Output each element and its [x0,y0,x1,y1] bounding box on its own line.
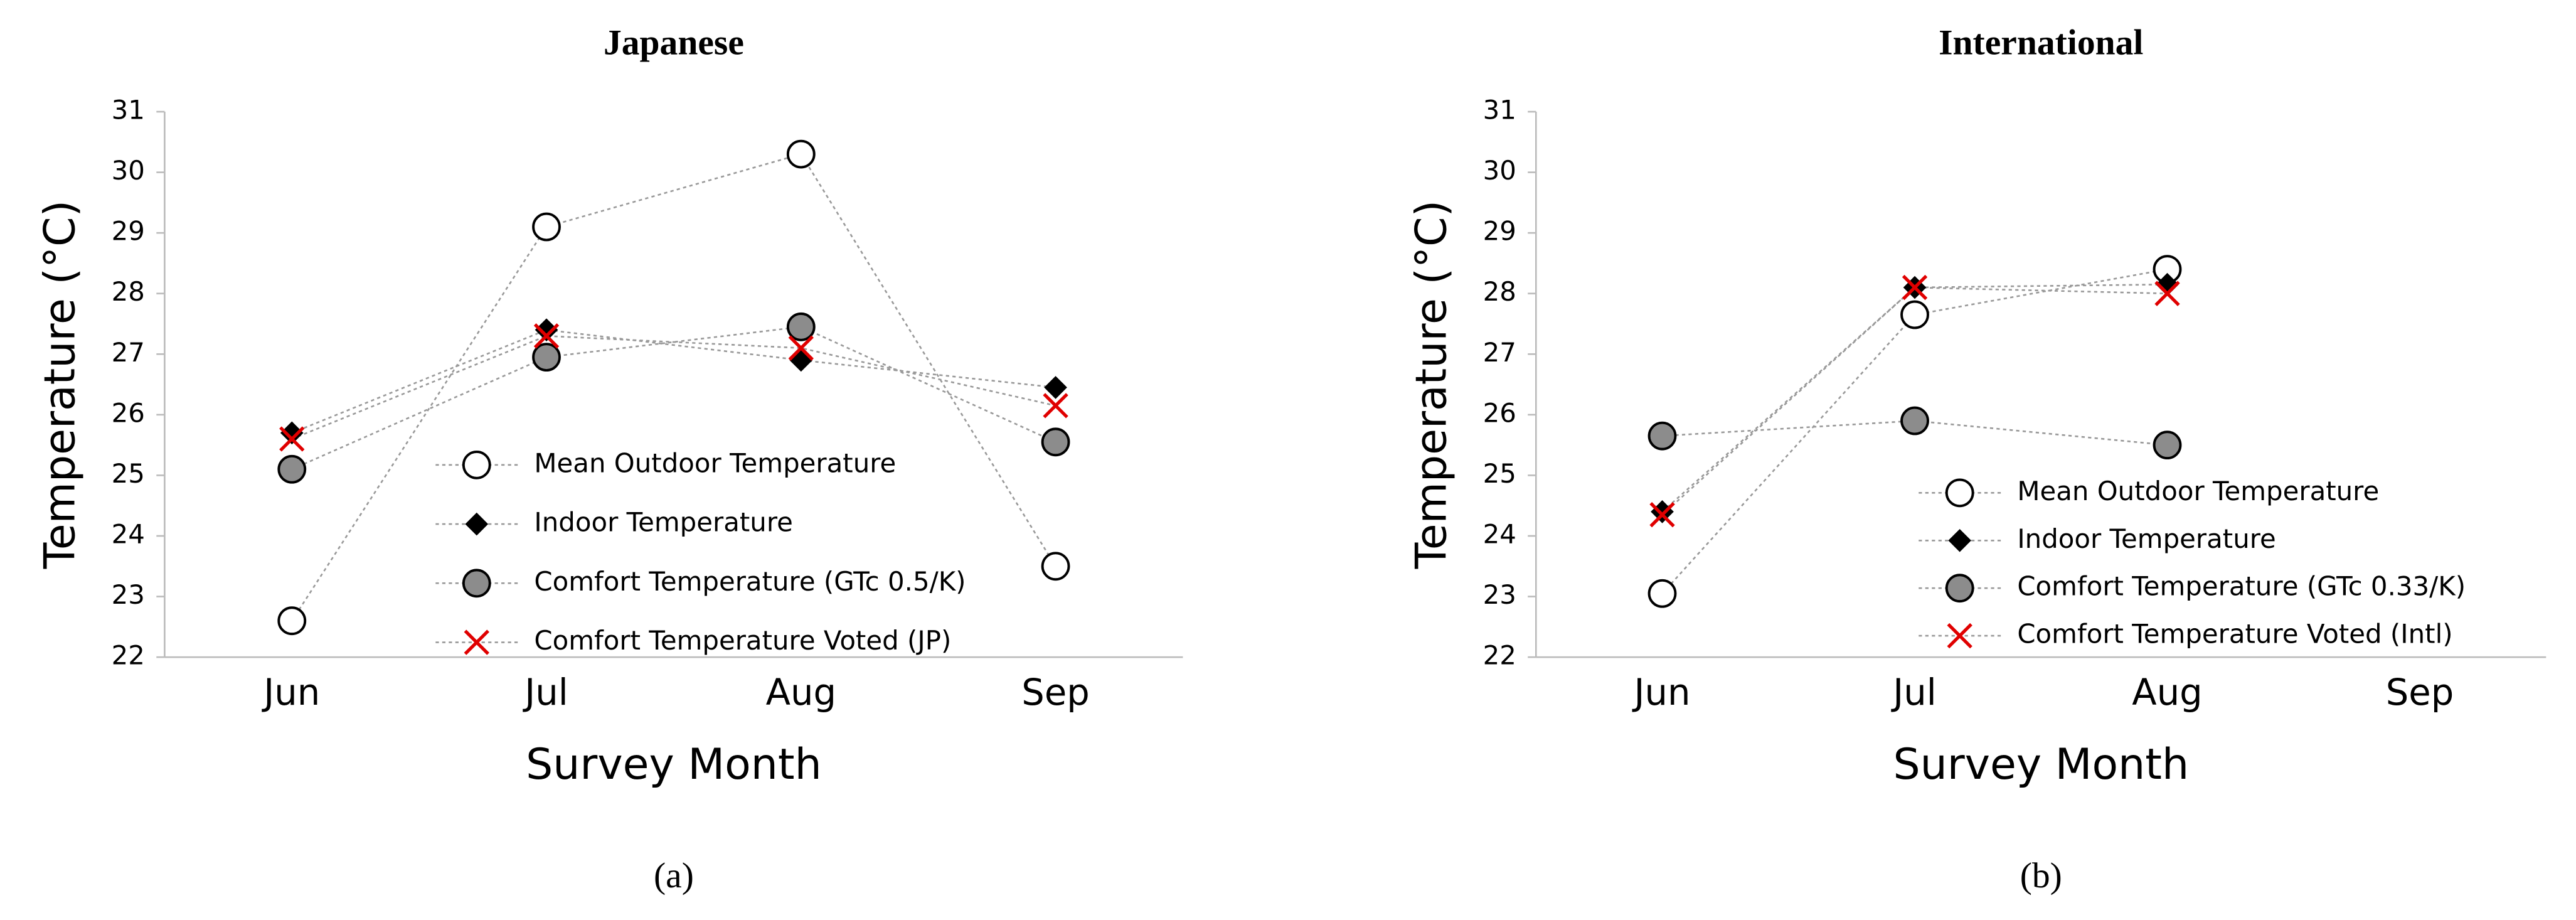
x-tick-label: Aug [766,671,836,714]
chart-title: International [1939,23,2143,63]
legend-label: Comfort Temperature Voted (Intl) [2017,619,2452,650]
y-tick-label: 27 [1483,337,1516,368]
caption: (a) [654,856,694,896]
marker [1945,478,1974,508]
x-tick-label: Jun [262,671,320,714]
y-tick-label: 29 [1483,216,1516,247]
y-tick-label: 24 [1483,519,1516,550]
y-tick-label: 26 [112,397,145,428]
y-tick-label: 23 [1483,579,1516,610]
legend-label: Comfort Temperature Voted (JP) [534,625,951,656]
y-tick-label: 24 [112,519,145,550]
marker [1647,579,1677,608]
marker [1043,393,1068,419]
marker [1948,528,1972,552]
legend-label: Indoor Temperature [534,507,793,538]
y-tick-label: 30 [112,155,145,186]
x-tick-label: Jul [523,671,568,714]
y-axis-label: Temperature (°C) [1407,200,1457,569]
series-line [1662,420,2168,446]
marker [280,421,304,445]
x-tick-label: Sep [2386,671,2454,714]
marker [1649,502,1675,528]
marker [533,323,560,349]
y-tick-label: 25 [112,458,145,489]
x-axis-label: Survey Month [526,740,822,789]
marker [789,348,813,372]
x-tick-label: Jul [1891,671,1936,714]
y-tick-label: 31 [1483,95,1516,126]
y-tick-label: 22 [1483,640,1516,671]
marker [786,312,816,341]
y-tick-label: 22 [112,640,145,671]
marker [532,343,561,372]
legend-label: Mean Outdoor Temperature [2017,476,2379,506]
y-tick-label: 23 [112,579,145,610]
marker [786,139,816,169]
x-tick-label: Jun [1632,671,1691,714]
caption: (b) [2020,856,2062,896]
marker [277,454,307,484]
marker [532,212,561,242]
marker [1044,376,1067,399]
marker [1902,274,1928,301]
legend-label: Indoor Temperature [2017,523,2276,554]
marker [279,426,305,452]
marker [1900,406,1929,436]
marker [465,512,489,536]
marker [1651,500,1674,523]
marker [2153,431,2182,460]
marker [1945,574,1974,603]
series-line [291,153,1056,621]
y-tick-label: 29 [112,216,145,247]
marker [462,450,491,479]
marker [464,629,489,655]
y-tick-label: 30 [1483,155,1516,186]
legend-label: Comfort Temperature (GTc 0.33/K) [2017,571,2466,602]
legend-label: Comfort Temperature (GTc 0.5/K) [534,566,966,597]
y-tick-label: 25 [1483,458,1516,489]
series-line [291,329,1056,434]
y-tick-label: 27 [112,337,145,368]
marker [1041,427,1070,457]
y-axis-label: Temperature (°C) [36,200,85,569]
x-axis-label: Survey Month [1893,740,2189,789]
series-line [1661,286,2168,516]
x-tick-label: Sep [1021,671,1090,714]
y-tick-label: 28 [112,276,145,307]
marker [1947,623,1972,649]
marker [1647,421,1677,451]
legend-label: Mean Outdoor Temperature [534,447,896,478]
chart-title: Japanese [604,23,744,63]
x-tick-label: Aug [2132,671,2202,714]
series-line [291,326,1056,470]
marker [1900,300,1929,329]
y-tick-label: 26 [1483,397,1516,428]
marker [277,606,307,636]
marker [2156,272,2179,296]
marker [2154,281,2180,306]
series-line [291,335,1056,440]
y-tick-label: 31 [112,95,145,126]
marker [788,335,814,361]
marker [462,569,491,598]
y-tick-label: 28 [1483,276,1516,307]
marker [1041,552,1070,581]
